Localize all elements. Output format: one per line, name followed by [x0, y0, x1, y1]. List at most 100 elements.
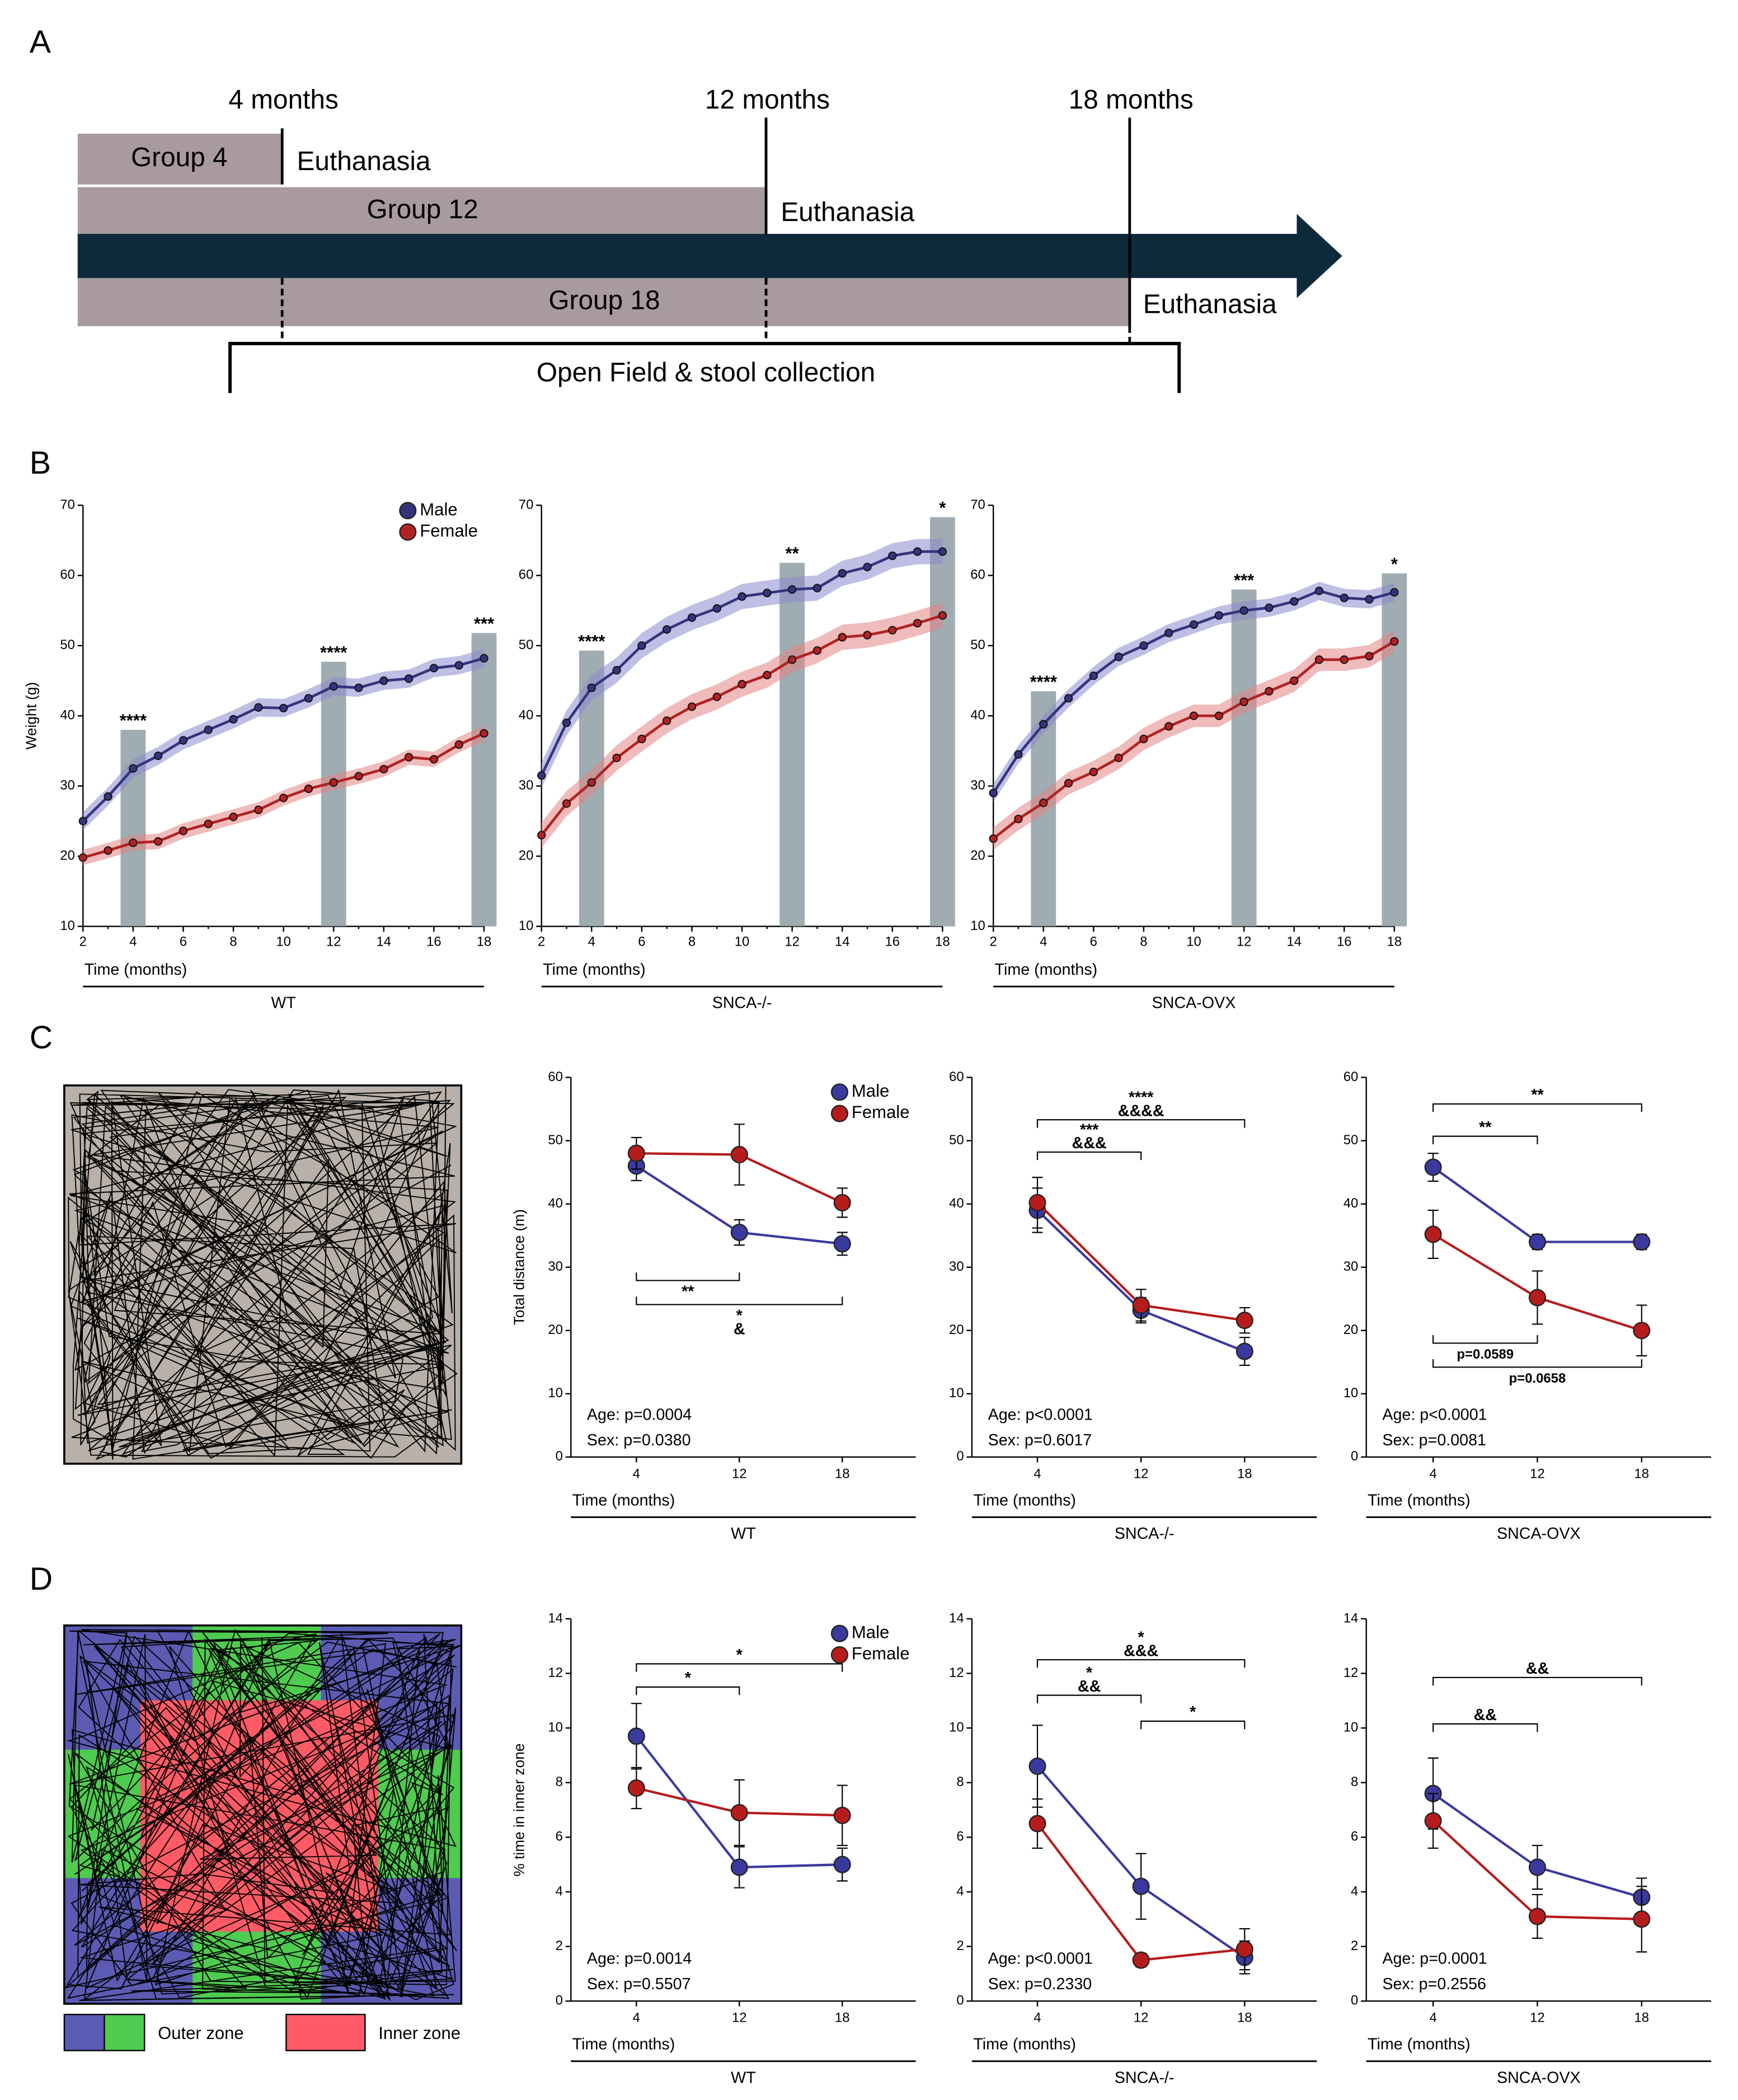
timeline: 4 months 12 months 18 months Group 4 Gro…: [77, 85, 1342, 393]
y-tick-label: 6: [1351, 1829, 1358, 1844]
marker: [1239, 606, 1248, 615]
y-tick-label: 10: [1344, 1720, 1359, 1735]
bracket: [636, 1296, 843, 1305]
marker: [537, 830, 546, 840]
marker: [833, 1806, 851, 1824]
y-tick-label: 30: [548, 1259, 563, 1274]
marker: [1314, 586, 1324, 595]
marker: [562, 799, 571, 808]
marker: [938, 611, 947, 620]
marker: [1390, 637, 1399, 646]
y-tick-label: 60: [970, 567, 985, 582]
legend-swatch: [104, 2013, 145, 2051]
marker: [1114, 652, 1123, 661]
marker: [587, 778, 596, 787]
marker: [1340, 593, 1349, 603]
marker: [1633, 1910, 1651, 1928]
group-label: Group 12: [367, 195, 478, 224]
y-axis-label: % time in inner zone: [510, 1744, 527, 1877]
x-tick-label: 14: [1286, 934, 1302, 950]
legend-swatch: [63, 2013, 105, 2051]
y-tick-label: 40: [519, 708, 534, 723]
x-tick-label: 4: [1429, 2010, 1436, 2026]
x-tick-label: 8: [1140, 934, 1147, 950]
marker: [663, 716, 671, 725]
x-tick-label: 10: [1186, 934, 1201, 950]
y-tick-label: 10: [949, 1385, 964, 1401]
bracket: [1432, 1135, 1538, 1144]
stats-label: Sex: p=0.2556: [1382, 1975, 1486, 1993]
error-band: [993, 630, 1394, 850]
y-tick-label: 30: [970, 778, 985, 793]
y-tick-label: 50: [548, 1133, 563, 1148]
bracket: [1432, 1103, 1642, 1112]
y-tick-label: 4: [556, 1883, 563, 1899]
x-tick-label: 14: [377, 934, 392, 950]
significance-label: &&&&: [1118, 1102, 1164, 1120]
track: [68, 1086, 458, 1460]
marker: [1365, 652, 1374, 661]
x-tick-label: 12: [732, 2010, 747, 2026]
marker: [612, 666, 621, 675]
marker: [1139, 641, 1148, 650]
marker: [863, 631, 872, 640]
marker: [730, 1145, 748, 1163]
marker: [712, 692, 721, 702]
x-axis-label: Time (months): [973, 1491, 1076, 1509]
x-tick-label: 16: [885, 934, 900, 950]
marker: [1164, 722, 1173, 731]
significance-label: *: [1138, 1629, 1145, 1647]
marker: [429, 664, 439, 673]
x-tick-label: 16: [426, 934, 441, 950]
y-tick-label: 20: [1344, 1322, 1359, 1337]
legend-label: Female: [420, 521, 478, 541]
time-arrow: [77, 214, 1342, 298]
bracket: [1036, 1119, 1246, 1128]
bracket: [1036, 1151, 1142, 1161]
y-tick-label: 20: [60, 848, 75, 863]
y-tick-label: 14: [1344, 1610, 1359, 1625]
x-tick-label: 12: [732, 1466, 747, 1481]
y-tick-label: 20: [548, 1322, 563, 1337]
marker: [1089, 671, 1098, 680]
marker: [1064, 694, 1073, 703]
x-tick-label: 18: [935, 934, 950, 950]
marker: [1132, 1296, 1150, 1314]
y-tick-label: 70: [519, 497, 534, 512]
y-axis-label: Total distance (m): [510, 1209, 527, 1325]
x-tick-label: 12: [1237, 934, 1252, 950]
legend-label: Outer zone: [158, 2023, 244, 2043]
x-tick-label: 12: [1530, 1466, 1545, 1481]
track: [65, 1629, 462, 2002]
significance-label: ***: [474, 614, 495, 633]
chart: 10 20 30 40 50 60 70 2 4 6 8 10 12 14 16 18 Time (months…: [519, 497, 955, 1012]
time-label: 18 months: [1069, 85, 1194, 115]
chart: 0 10 20 30 40 50 60 4 12 18 Time (months) WT Total d…: [510, 1069, 916, 1543]
x-tick-label: 4: [588, 934, 595, 950]
significance-label: **: [786, 544, 800, 563]
y-tick-label: 60: [548, 1069, 563, 1084]
significance-label: ***: [1234, 570, 1255, 590]
legend-label: Female: [852, 1102, 910, 1122]
x-tick-label: 8: [688, 934, 696, 950]
y-tick-label: 50: [949, 1133, 964, 1148]
marker: [1340, 655, 1349, 664]
significance-label: *: [939, 498, 946, 518]
x-tick-label: 4: [1429, 1466, 1436, 1481]
group-label: SNCA-OVX: [1152, 994, 1236, 1012]
significance-label: **: [682, 1283, 694, 1301]
marker: [354, 683, 363, 692]
marker: [587, 683, 596, 692]
x-tick-label: 18: [477, 934, 492, 950]
legend-swatch: [285, 2013, 366, 2051]
marker: [1132, 1877, 1150, 1895]
marker: [1164, 628, 1173, 637]
marker: [429, 755, 439, 764]
y-tick-label: 30: [519, 778, 534, 793]
y-tick-label: 30: [60, 778, 75, 793]
marker: [637, 735, 646, 744]
y-tick-label: 50: [519, 637, 534, 652]
significance-label: ***: [1080, 1121, 1099, 1139]
y-tick-label: 12: [548, 1665, 563, 1680]
